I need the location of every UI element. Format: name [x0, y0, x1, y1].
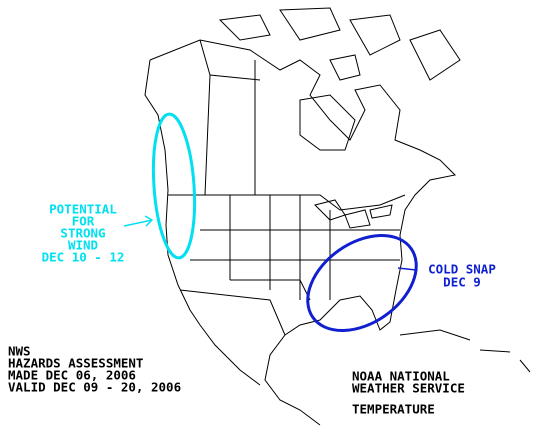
wind-arrow-head	[144, 215, 154, 227]
wind-text: DEC 10 - 12	[42, 250, 125, 265]
cold-area	[306, 233, 418, 333]
wind-note: POTENTIAL FOR STRONG WIND DEC 10 - 12	[42, 202, 125, 265]
agency-text: WEATHER SERVICE	[352, 381, 465, 396]
agency: NOAA NATIONAL WEATHER SERVICE TEMPERATUR…	[352, 369, 465, 417]
cold-arrow	[397, 267, 417, 271]
assessment: NWS HAZARDS ASSESSMENT MADE DEC 06, 2006…	[8, 344, 181, 395]
assessment-text: VALID DEC 09 - 20, 2006	[8, 380, 181, 395]
base-map	[144, 7, 531, 426]
wind-arrow	[123, 219, 153, 227]
wind-text: POTENTIAL	[49, 202, 117, 217]
cold-text: COLD SNAP	[428, 262, 496, 277]
wind-text: WIND	[68, 238, 98, 253]
cold-note: COLD SNAP DEC 9	[428, 262, 496, 290]
wind-area	[151, 112, 197, 260]
assessment-text: NWS	[8, 344, 31, 359]
wind-text: FOR	[72, 214, 95, 229]
assessment-text: HAZARDS ASSESSMENT	[8, 356, 143, 371]
wind-text: STRONG	[60, 226, 105, 241]
cold-text: DEC 9	[443, 275, 481, 290]
product-text: TEMPERATURE	[352, 402, 435, 417]
assessment-text: MADE DEC 06, 2006	[8, 368, 136, 383]
agency-text: NOAA NATIONAL	[352, 369, 450, 384]
